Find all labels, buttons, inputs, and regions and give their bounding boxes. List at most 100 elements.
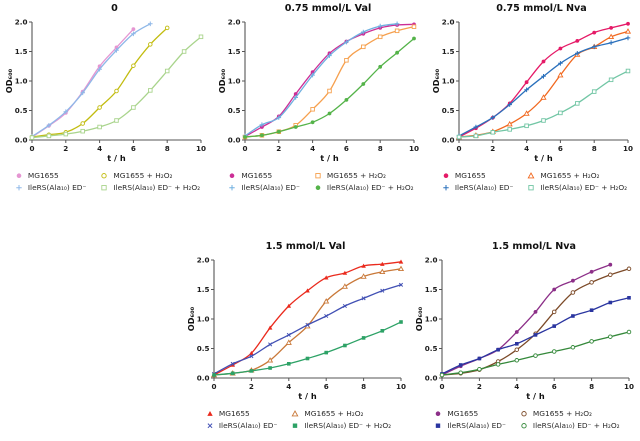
x-tick-label: 10 [409,144,419,153]
y-tick-label: 2.0 [425,256,438,265]
series-1 [439,266,632,378]
legend-label: IleRS(Ala₁₀) ED⁻ + H₂O₂ [113,183,201,192]
series-1 [210,265,404,378]
legend-label: IleRS(Ala₁₀) ED⁻ [454,183,514,192]
chart-legend: MG1655 MG1655 + H₂O₂ IleRS(Ala₁₀) ED⁻ IleRS… [13,171,200,192]
y-tick-label: 1.0 [14,77,27,86]
x-axis-label: t / h [320,153,339,163]
y-axis-label: OD₆₀₀ [414,306,424,331]
legend-marker-icon [443,173,449,178]
legend-item: MG1655 [13,171,87,180]
legend-item: IleRS(Ala₁₀) ED⁻ + H₂O₂ [525,183,627,192]
chart-title: 0 [111,3,118,14]
legend-label: MG1655 + H₂O₂ [304,409,364,418]
legend-marker-icon [16,185,22,191]
series-2 [211,282,403,376]
y-tick-label: 0.0 [228,136,241,145]
y-tick-label: 0.5 [228,106,241,115]
x-axis-label: t / h [526,391,545,401]
chart-title: 1.5 mmol/L Nva [492,241,576,252]
series-2 [29,21,153,139]
x-tick-label: 4 [514,382,519,391]
series-0 [440,262,613,377]
legend-marker-icon [293,423,298,428]
axes: 0.0 0.5 1.0 1.5 2.0 0 2 4 6 8 10 t / h OD₆₀₀ [217,18,419,163]
chart-plot: 0.0 0.5 1.0 1.5 2.0 0 2 4 6 8 10 t / h OD₆₀₀ [431,18,633,163]
legend-item: IleRS(Ala₁₀) ED⁻ [226,183,300,192]
x-tick-label: 0 [456,144,461,153]
x-tick-label: 10 [624,382,634,391]
axes: 0.0 0.5 1.0 1.5 2.0 0 2 4 6 8 10 t / h OD₆₀₀ [4,18,206,163]
x-tick-label: 2 [248,382,253,391]
legend-item: MG1655 [204,409,278,418]
x-tick-label: 0 [242,144,247,153]
y-tick-label: 2.0 [441,18,454,27]
x-axis-label: t / h [534,153,553,163]
y-tick-label: 0.0 [441,136,454,145]
y-tick-label: 0.0 [14,136,27,145]
y-tick-label: 0.5 [441,106,454,115]
legend-item: MG1655 + H₂O₂ [518,409,620,418]
series-3 [439,329,632,378]
chart-plot: 0.0 0.5 1.0 1.5 2.0 0 2 4 6 8 10 t / h OD₆₀₀ [414,256,634,401]
legend-marker-icon [230,173,235,178]
legend-marker-icon [436,423,441,428]
legend-label: IleRS(Ala₁₀) ED⁻ + H₂O₂ [540,183,628,192]
legend-label: MG1655 + H₂O₂ [326,171,387,180]
legend-marker-icon [443,185,449,191]
x-tick-label: 4 [310,144,315,153]
axes: 0.0 0.5 1.0 1.5 2.0 0 2 4 6 8 10 t / h OD₆₀₀ [414,256,634,401]
chart-15-val: 1.5 mmol/L Val 0.0 0.5 1.0 1.5 2.0 0 2 4 6 8 10 t /… [184,240,411,430]
legend-label: IleRS(Ala₁₀) ED⁻ [218,421,278,430]
legend-marker-icon [521,423,527,429]
legend-label: MG1655 [218,409,250,418]
x-tick-label: 10 [195,144,205,153]
x-tick-label: 2 [477,382,482,391]
y-tick-label: 2.0 [196,256,209,265]
chart-15-nva: 1.5 mmol/L Nva 0.0 0.5 1.0 1.5 2.0 0 2 4 6 8 10 t /… [413,240,639,430]
y-tick-label: 0.5 [425,344,438,353]
x-tick-label: 6 [557,144,562,153]
chart-plot: 0.0 0.5 1.0 1.5 2.0 0 2 4 6 8 10 t / h OD₆₀₀ [4,18,206,163]
y-axis-label: OD₆₀₀ [431,68,441,93]
legend-item: MG1655 [226,171,300,180]
chart-title: 0.75 mmol/L Nva [496,3,587,14]
y-tick-label: 0.0 [196,374,209,383]
series-1 [29,25,169,140]
legend-item: MG1655 [440,171,514,180]
y-tick-label: 2.0 [14,18,27,27]
y-tick-label: 0.5 [196,344,209,353]
x-tick-label: 10 [395,382,405,391]
x-tick-label: 0 [29,144,34,153]
chart-legend: MG1655 MG1655 + H₂O₂ IleRS(Ala₁₀) ED⁻ IleRS… [226,171,414,192]
y-tick-label: 1.5 [425,285,438,294]
x-tick-label: 0 [211,382,216,391]
x-tick-label: 8 [589,382,594,391]
legend-marker-icon [527,172,535,179]
x-tick-label: 2 [63,144,68,153]
series-3 [211,320,403,377]
x-tick-label: 6 [323,382,328,391]
chart-title: 0.75 mmol/L Val [284,3,372,14]
series-2 [440,296,631,376]
legend-label: MG1655 [241,171,273,180]
x-tick-label: 2 [276,144,281,153]
chart-075-val: 0.75 mmol/L Val 0.0 0.5 1.0 1.5 2.0 0 2 4 6 8 10 t … [214,2,426,192]
x-tick-label: 8 [164,144,169,153]
y-tick-label: 1.0 [196,315,209,324]
legend-item: IleRS(Ala₁₀) ED⁻ + H₂O₂ [518,421,620,430]
chart-legend: MG1655 MG1655 + H₂O₂ IleRS(Ala₁₀) ED⁻ IleRS… [432,409,620,430]
y-tick-label: 1.0 [228,77,241,86]
y-tick-label: 0.0 [425,374,438,383]
legend-label: IleRS(Ala₁₀) ED⁻ + H₂O₂ [532,421,620,430]
legend-marker-icon [315,185,321,190]
legend-marker-icon [101,173,108,179]
y-axis-label: OD₆₀₀ [217,68,227,93]
x-tick-label: 8 [361,382,366,391]
y-tick-label: 1.5 [14,47,27,56]
legend-marker-icon [521,411,527,417]
x-tick-label: 0 [439,382,444,391]
x-tick-label: 10 [622,144,632,153]
x-axis-label: t / h [298,391,317,401]
legend-item: IleRS(Ala₁₀) ED⁻ [204,421,278,430]
